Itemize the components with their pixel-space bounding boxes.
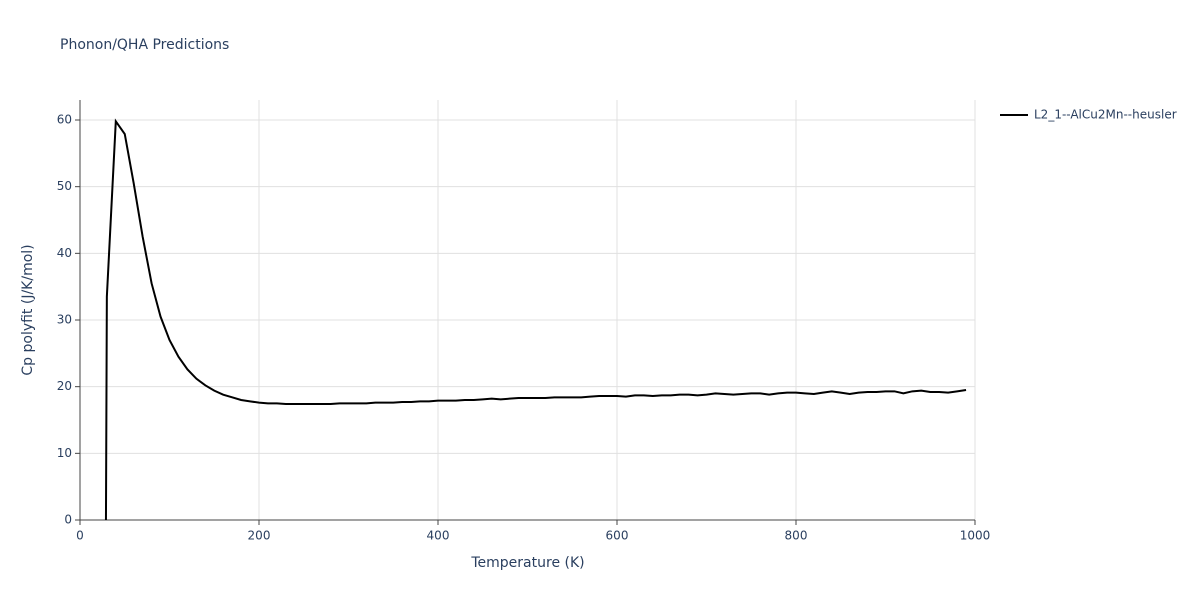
y-tick-label: 10 <box>57 446 72 460</box>
x-tick-label: 0 <box>76 529 84 543</box>
chart-title: Phonon/QHA Predictions <box>60 37 229 53</box>
y-tick-label: 20 <box>57 379 72 393</box>
x-tick-label: 600 <box>606 529 629 543</box>
x-axis-title: Temperature (K) <box>470 555 584 571</box>
y-tick-label: 40 <box>57 246 72 260</box>
y-tick-label: 0 <box>64 513 72 527</box>
y-tick-label: 60 <box>57 113 72 127</box>
legend-label: L2_1--AlCu2Mn--heusler <box>1034 108 1177 122</box>
x-tick-label: 400 <box>427 529 450 543</box>
x-tick-label: 800 <box>785 529 808 543</box>
x-tick-label: 200 <box>248 529 271 543</box>
x-tick-label: 1000 <box>960 529 991 543</box>
y-tick-label: 50 <box>57 179 72 193</box>
y-tick-label: 30 <box>57 313 72 327</box>
y-axis-title: Cp polyfit (J/K/mol) <box>20 244 36 375</box>
data-line <box>104 118 967 521</box>
